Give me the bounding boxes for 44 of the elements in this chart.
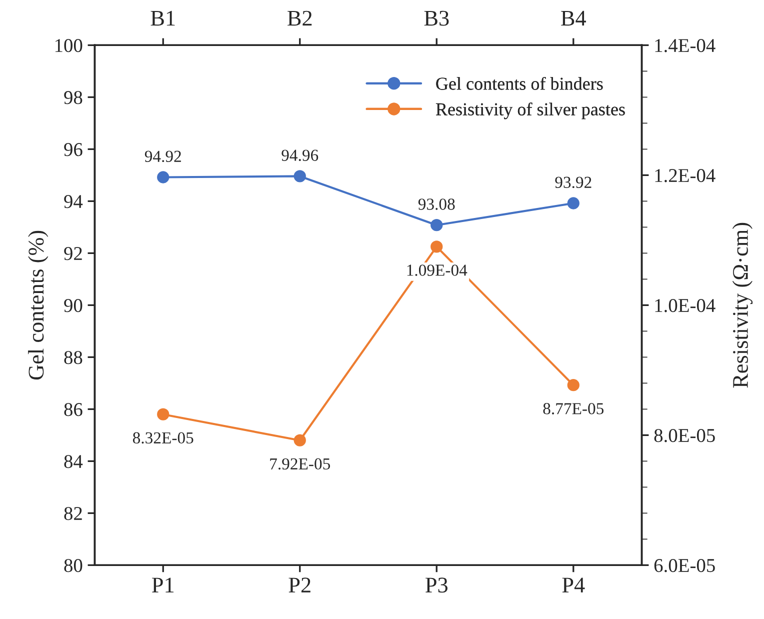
data-label: 94.92 [144, 150, 181, 162]
data-label: 8.77E-05 [543, 403, 604, 414]
x-tick-label: P2 [288, 578, 310, 592]
point [430, 219, 443, 232]
point [294, 434, 306, 446]
annotation: B2 [288, 10, 312, 26]
y2-tick-label: 1.0E-04 [655, 298, 716, 312]
y-tick-label: 86 [64, 402, 82, 416]
y2-tick-label: 8.0E-05 [654, 428, 715, 442]
y-tick-label: 82 [64, 506, 82, 520]
data-label: 93.08 [418, 198, 455, 210]
annotation: B4 [561, 10, 586, 26]
annotation: B1 [150, 10, 175, 26]
x-tick-label: P1 [152, 578, 174, 592]
point [430, 240, 443, 253]
x-tick-label: P3 [426, 578, 448, 593]
y-tick-label: 84 [64, 454, 83, 468]
legend-label: Gel contents of binders [436, 76, 603, 90]
data-label: 93.92 [555, 176, 592, 188]
y-tick-label: 92 [64, 247, 82, 260]
y2-tick-label: 1.4E-04 [655, 39, 716, 52]
legend-label: Resistivity of silver pastes [436, 102, 625, 120]
y-tick-label: 100 [55, 39, 82, 52]
y2-tick-label: 1.2E-04 [655, 168, 716, 182]
y2-axis-title: Resistivity (Ω·cm) [732, 222, 753, 388]
y2-tick-label: 6.0E-05 [654, 558, 715, 572]
data-label: 7.92E-05 [270, 458, 330, 470]
point [157, 408, 170, 420]
y-tick-label: 80 [64, 558, 82, 572]
point [567, 197, 580, 210]
y-tick-label: 90 [64, 298, 82, 312]
x-tick-label: P4 [562, 578, 585, 592]
y-axis-title: Gel contents (%) [28, 230, 48, 380]
y-tick-label: 98 [64, 91, 82, 104]
y-tick-label: 88 [64, 350, 82, 364]
y-tick-label: 96 [64, 143, 82, 156]
point [294, 170, 306, 182]
annotation: B3 [424, 10, 449, 26]
data-label: 1.09E-04 [407, 264, 468, 276]
data-label: 8.32E-05 [132, 432, 194, 444]
point [157, 171, 170, 184]
point [567, 379, 580, 392]
data-label: 94.96 [282, 150, 318, 162]
y-tick-label: 94 [64, 195, 83, 208]
